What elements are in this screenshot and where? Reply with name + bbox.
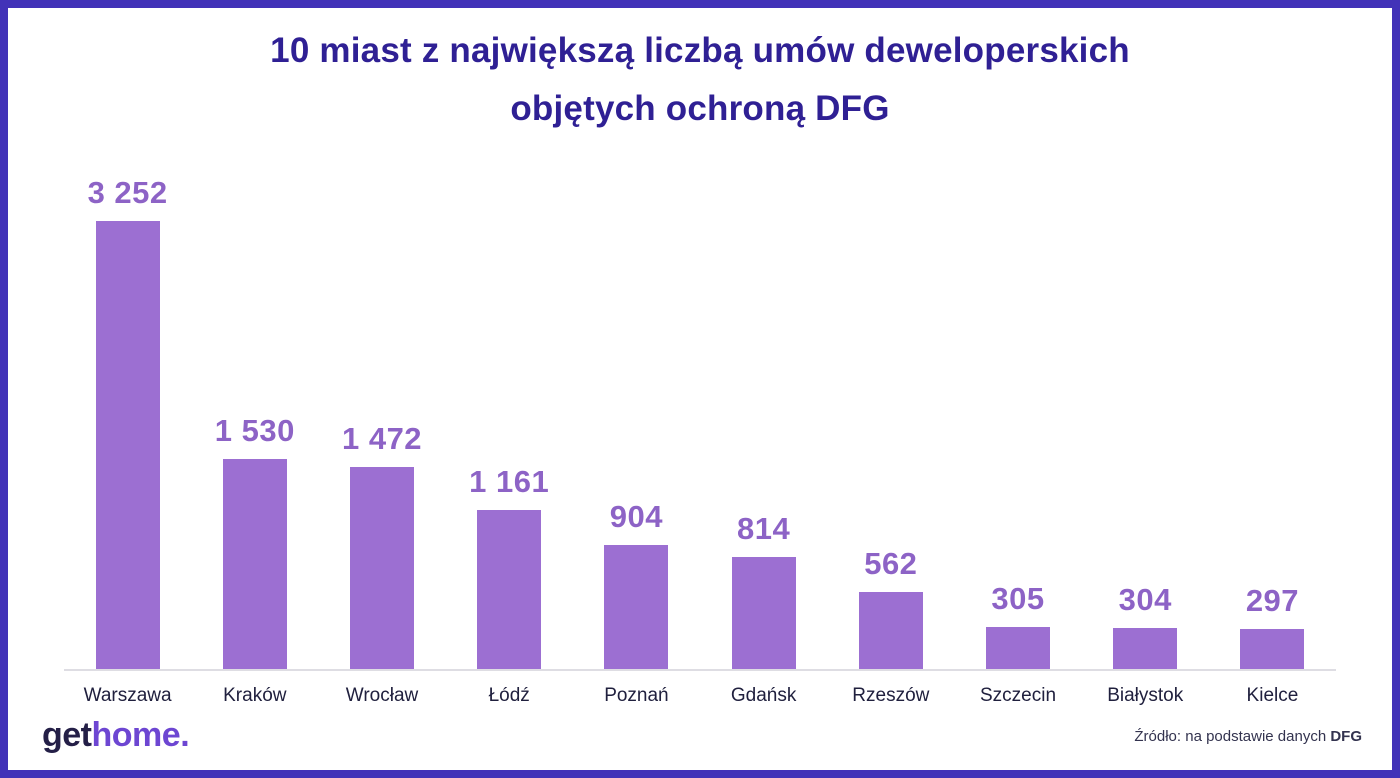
bar-value-label: 904 xyxy=(609,498,664,534)
bar xyxy=(222,458,287,670)
bar-value-label: 304 xyxy=(1118,581,1172,617)
logo-text-dot: . xyxy=(180,716,190,754)
bar-columns: 3 252 1 530 1 472 1 161 904 814 562 305 304 297 xyxy=(64,169,1336,670)
bar xyxy=(95,221,160,670)
logo-text-home: home xyxy=(91,716,181,754)
x-axis-line xyxy=(64,669,1336,672)
bar xyxy=(477,509,542,670)
x-axis-label: Rzeszów xyxy=(852,685,930,707)
bar-column: 904 xyxy=(573,169,700,670)
bar-chart: 3 252 1 530 1 472 1 161 904 814 562 305 304 297 W… xyxy=(64,169,1336,707)
bar-column: 1 161 xyxy=(446,169,573,670)
bar xyxy=(731,557,796,670)
bar-column: 562 xyxy=(827,169,954,670)
x-axis-labels: Warszawa Kraków Wrocław Łódź Poznań Gdańsk Rze… xyxy=(64,685,1336,707)
bar-value-label: 297 xyxy=(1245,582,1300,618)
bar-value-label: 1 161 xyxy=(469,463,550,499)
x-axis-label: Gdańsk xyxy=(730,685,797,707)
x-axis-label: Warszawa xyxy=(83,685,172,707)
bar xyxy=(1113,627,1178,670)
bar-value-label: 562 xyxy=(864,546,918,582)
x-axis-label: Szczecin xyxy=(980,685,1057,707)
bar-value-label: 3 252 xyxy=(87,175,168,211)
x-axis-label: Białystok xyxy=(1107,685,1184,707)
bar-column: 305 xyxy=(954,169,1081,670)
bar-value-label: 1 472 xyxy=(341,420,423,456)
footer: gethome. Źródło: na podstawie danych DFG xyxy=(8,718,1392,770)
bar-column: 814 xyxy=(700,169,827,670)
bar-value-label: 1 530 xyxy=(214,412,295,448)
bar xyxy=(858,592,923,670)
bar-value-label: 305 xyxy=(991,581,1045,617)
x-axis-label: Wrocław xyxy=(345,685,419,707)
source-note-bold: DFG xyxy=(1330,728,1362,745)
logo-text-get: get xyxy=(42,716,92,754)
x-axis-label: Łódź xyxy=(488,685,530,707)
gethome-logo: gethome. xyxy=(42,716,190,754)
bar-column: 3 252 xyxy=(64,169,191,670)
bar-column: 1 472 xyxy=(318,169,445,670)
bar-column: 297 xyxy=(1209,169,1336,670)
x-axis-label: Poznań xyxy=(604,685,669,707)
source-note-text: Źródło: na podstawie danych xyxy=(1134,728,1331,745)
x-axis-label: Kraków xyxy=(223,685,287,707)
bar-value-label: 814 xyxy=(737,511,791,547)
bar xyxy=(1240,628,1305,670)
chart-title-line2: objętych ochroną DFG xyxy=(510,89,890,128)
bar xyxy=(986,627,1051,670)
bar-column: 304 xyxy=(1082,169,1209,670)
source-note: Źródło: na podstawie danych DFG xyxy=(1134,728,1362,752)
chart-title: 10 miast z największą liczbą umów dewelo… xyxy=(8,22,1392,138)
bar-column: 1 530 xyxy=(191,169,318,670)
chart-title-line1: 10 miast z największą liczbą umów dewelo… xyxy=(270,31,1130,70)
x-axis-label: Kielce xyxy=(1246,685,1299,707)
bar xyxy=(604,544,669,670)
bar xyxy=(350,466,414,670)
